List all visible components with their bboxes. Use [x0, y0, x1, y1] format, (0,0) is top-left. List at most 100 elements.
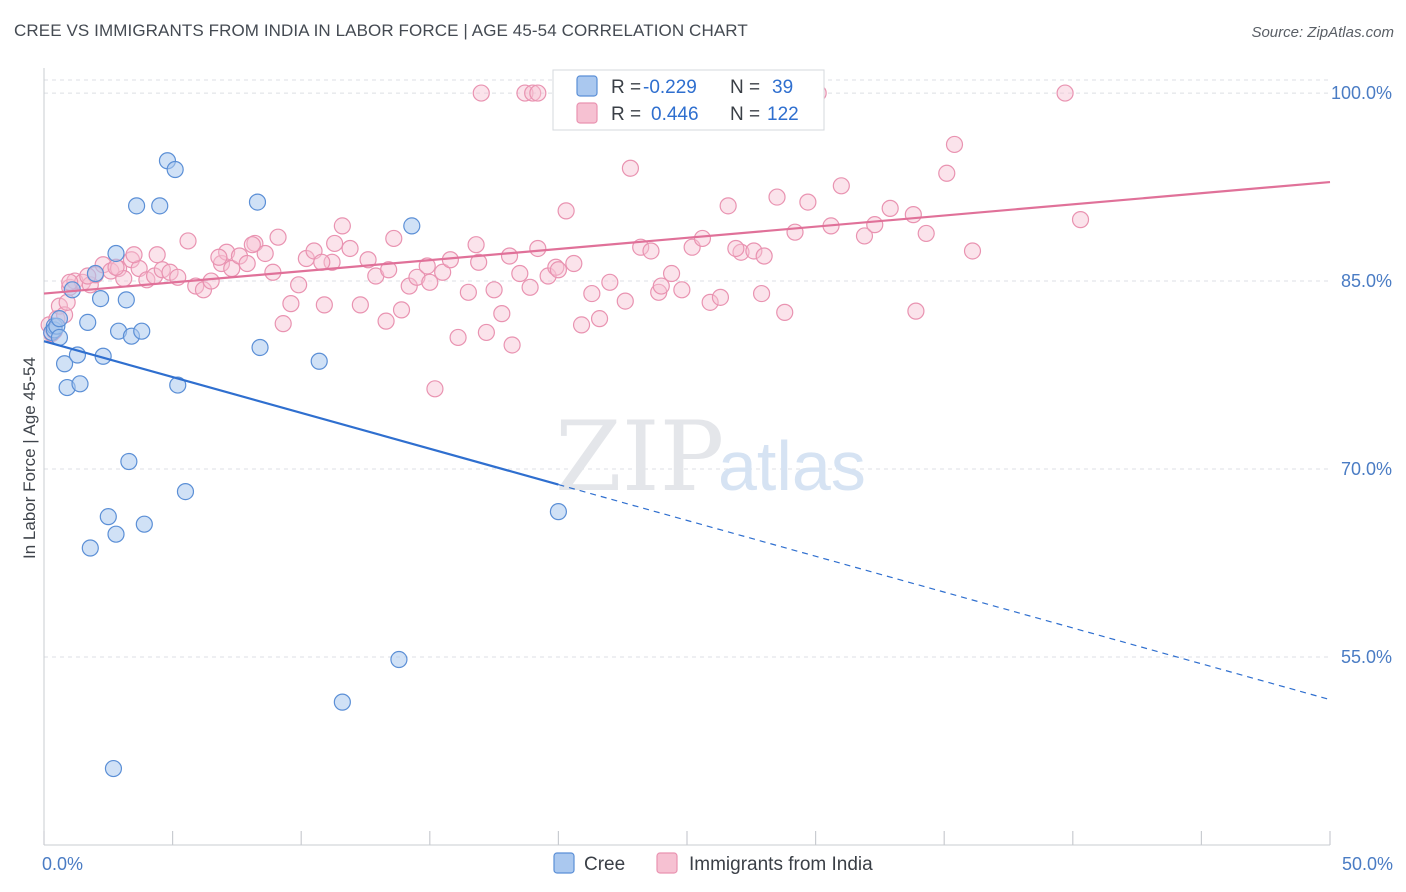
cree-point-24 — [135, 515, 153, 533]
legend-swatch-cree — [576, 75, 598, 97]
bottom-legend-swatch-india — [656, 852, 678, 874]
cree-trendline — [43, 340, 559, 486]
india-point-31 — [256, 244, 274, 263]
india-point-58 — [485, 281, 503, 299]
india-point-93 — [855, 227, 874, 245]
cree-point-25 — [151, 197, 169, 215]
india-point-94 — [866, 216, 884, 234]
india-point-90 — [799, 193, 817, 211]
india-point-40 — [333, 217, 351, 235]
legend-n-label-cree: N = — [730, 77, 760, 98]
india-point-107 — [529, 84, 547, 102]
india-point-63 — [529, 239, 547, 258]
india-point-24 — [202, 272, 220, 290]
cree-point-27 — [166, 160, 184, 179]
india-point-46 — [385, 229, 403, 248]
cree-point-38 — [50, 310, 69, 328]
india-point-95 — [881, 199, 899, 217]
india-point-118 — [549, 261, 568, 279]
india-point-75 — [642, 242, 660, 260]
india-point-66 — [557, 202, 575, 220]
india-point-57 — [477, 323, 495, 342]
india-point-120 — [752, 284, 771, 303]
india-point-92 — [832, 177, 850, 195]
legend-r-label-cree: R = — [611, 77, 641, 98]
axes — [43, 68, 1331, 846]
legend-box: R = -0.229 N = 39 R = 0.446 N = 122 — [552, 69, 825, 131]
india-point-21 — [179, 232, 197, 250]
india-point-126 — [326, 234, 344, 253]
cree-point-33 — [333, 693, 351, 711]
india-point-65 — [547, 258, 565, 276]
cree-point-19 — [117, 291, 135, 309]
india-point-99 — [938, 164, 956, 182]
india-point-77 — [662, 264, 681, 283]
india-point-89 — [786, 223, 804, 241]
india-point-35 — [290, 276, 308, 294]
india-point-104 — [472, 84, 490, 102]
legend-swatch-india — [576, 102, 598, 124]
cree-point-17 — [107, 525, 125, 543]
india-point-102 — [1056, 84, 1074, 102]
legend-r-label-india: R = — [611, 104, 641, 125]
cree-point-15 — [99, 508, 117, 526]
india-point-127 — [470, 253, 488, 271]
india-point-56 — [467, 236, 485, 254]
india-point-86 — [755, 247, 773, 265]
india-point-87 — [768, 188, 786, 206]
india-point-52 — [434, 263, 452, 281]
legend-n-value-cree: 39 — [772, 77, 793, 98]
india-point-51 — [426, 380, 444, 398]
india-point-129 — [727, 239, 745, 258]
cree-point-20 — [120, 452, 138, 471]
cree-point-30 — [248, 193, 267, 211]
india-point-83 — [719, 197, 737, 215]
bottom-legend-label-india: Immigrants from India — [689, 854, 873, 875]
y-tick-label-0: 55.0% — [1341, 647, 1392, 667]
legend-n-value-india: 122 — [767, 104, 799, 125]
cree-point-37 — [549, 503, 568, 521]
india-point-111 — [210, 248, 228, 266]
india-points — [40, 84, 1090, 398]
x-tick-label-0: 0.0% — [42, 854, 83, 874]
india-point-85 — [745, 242, 763, 260]
cree-point-32 — [310, 352, 328, 370]
india-point-45 — [377, 312, 395, 330]
india-point-70 — [590, 310, 609, 328]
bottom-legend-label-cree: Cree — [584, 854, 625, 875]
india-point-97 — [907, 302, 925, 320]
y-tick-labels: 55.0% 70.0% 85.0% 100.0% — [1331, 83, 1392, 667]
india-point-115 — [380, 261, 398, 279]
chart-title: CREE VS IMMIGRANTS FROM INDIA IN LABOR F… — [14, 21, 748, 40]
india-point-119 — [652, 277, 670, 295]
india-point-110 — [148, 246, 166, 264]
india-point-68 — [572, 316, 591, 334]
india-point-59 — [493, 305, 511, 323]
india-point-88 — [776, 303, 794, 321]
india-point-100 — [945, 135, 964, 154]
india-point-55 — [459, 283, 477, 301]
cree-point-22 — [127, 197, 146, 215]
india-point-62 — [521, 278, 539, 296]
india-point-117 — [500, 247, 519, 265]
cree-point-11 — [81, 539, 99, 557]
legend-n-label-india: N = — [730, 104, 760, 125]
india-point-42 — [351, 296, 369, 314]
india-point-96 — [904, 206, 922, 224]
india-point-38 — [315, 296, 333, 314]
india-point-114 — [313, 253, 331, 271]
y-tick-label-2: 85.0% — [1341, 271, 1392, 291]
india-point-116 — [421, 273, 439, 291]
india-point-33 — [274, 315, 292, 333]
india-point-103 — [1071, 211, 1090, 229]
cree-point-36 — [104, 759, 123, 778]
legend-r-value-cree: -0.229 — [643, 77, 697, 98]
india-point-128 — [616, 292, 634, 310]
y-axis-label: In Labor Force | Age 45-54 — [20, 357, 39, 559]
bottom-legend-swatch-cree — [553, 852, 575, 874]
india-point-78 — [673, 281, 691, 299]
cree-trendline-extension — [558, 483, 1331, 701]
india-point-106 — [524, 84, 542, 102]
cree-point-31 — [251, 338, 269, 357]
